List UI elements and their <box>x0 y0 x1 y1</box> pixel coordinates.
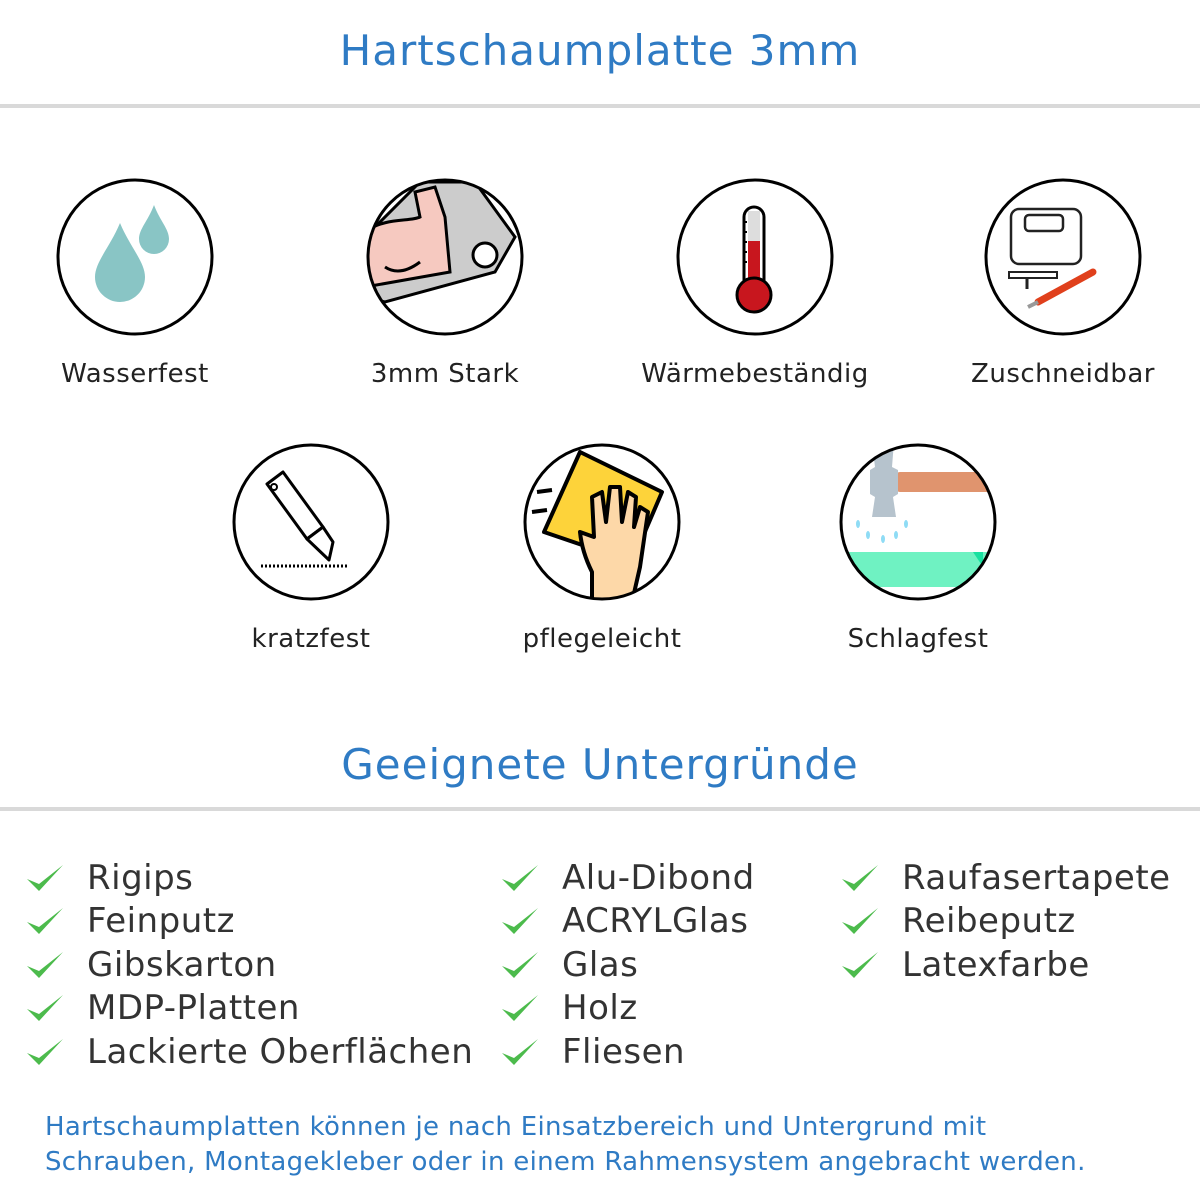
list-item: MDP-Platten <box>25 987 473 1031</box>
section-title: Geeignete Untergründe <box>341 740 859 789</box>
check-icon <box>842 864 878 891</box>
check-icon <box>842 951 878 978</box>
surface-label: Rigips <box>87 857 194 898</box>
check-icon <box>27 995 63 1022</box>
feature-wasserfest: Wasserfest <box>0 177 285 389</box>
cutter-knife-icon <box>232 443 390 601</box>
check-icon <box>502 951 538 978</box>
list-item: Lackierte Oberflächen <box>25 1030 473 1074</box>
feature-label: pflegeleicht <box>522 624 682 654</box>
check-icon <box>502 908 538 935</box>
surfaces-column-3: Raufasertapete Reibeputz Latexfarbe <box>840 856 1171 987</box>
surfaces-column-2: Alu-Dibond ACRYLGlas Glas Holz Fliesen <box>500 856 755 1074</box>
feature-label: kratzfest <box>251 624 371 654</box>
divider <box>0 807 1200 811</box>
jigsaw-knife-icon <box>984 178 1142 336</box>
list-item: Fliesen <box>500 1030 755 1074</box>
feature-label: Zuschneidbar <box>971 359 1155 389</box>
feature-label: Schlagfest <box>847 624 989 654</box>
surface-label: Alu-Dibond <box>562 857 755 898</box>
feature-zuschneidbar: Zuschneidbar <box>913 177 1200 389</box>
footer-note: Hartschaumplatten können je nach Einsatz… <box>45 1110 1195 1180</box>
feature-label: Wärmebeständig <box>641 359 869 389</box>
footer-line: Schrauben, Montagekleber oder in einem R… <box>45 1147 1086 1177</box>
list-item: Alu-Dibond <box>500 856 755 900</box>
check-icon <box>502 864 538 891</box>
list-item: Glas <box>500 943 755 987</box>
feature-kratzfest: kratzfest <box>161 442 461 654</box>
thermometer-icon <box>676 178 834 336</box>
list-item: Rigips <box>25 856 473 900</box>
surfaces-column-1: Rigips Feinputz Gibskarton MDP-Platten Lacki… <box>25 856 473 1074</box>
list-item: Feinputz <box>25 900 473 944</box>
check-icon <box>27 1038 63 1065</box>
surface-label: Lackierte Oberflächen <box>87 1031 474 1072</box>
list-item: ACRYLGlas <box>500 900 755 944</box>
surface-label: ACRYLGlas <box>562 901 749 942</box>
list-item: Holz <box>500 987 755 1031</box>
surface-label: Latexfarbe <box>902 944 1090 985</box>
check-icon <box>27 951 63 978</box>
divider <box>0 104 1200 108</box>
feature-schlagfest: Schlagfest <box>768 442 1068 654</box>
surface-label: Fliesen <box>562 1031 686 1072</box>
surface-label: Raufasertapete <box>902 857 1171 898</box>
list-item: Latexfarbe <box>840 943 1171 987</box>
feature-3mm-stark: 3mm Stark <box>295 177 595 389</box>
check-icon <box>502 1038 538 1065</box>
water-drops-icon <box>56 178 214 336</box>
page-title: Hartschaumplatte 3mm <box>339 26 861 75</box>
surface-label: MDP-Platten <box>87 988 300 1029</box>
list-item: Reibeputz <box>840 900 1171 944</box>
list-item: Gibskarton <box>25 943 473 987</box>
surface-label: Gibskarton <box>87 944 277 985</box>
footer-line: Hartschaumplatten können je nach Einsatz… <box>45 1112 987 1142</box>
hammer-icon <box>839 443 997 601</box>
check-icon <box>842 908 878 935</box>
feature-label: Wasserfest <box>61 359 209 389</box>
check-icon <box>27 908 63 935</box>
surface-label: Feinputz <box>87 901 235 942</box>
list-item: Raufasertapete <box>840 856 1171 900</box>
feature-pflegeleicht: pflegeleicht <box>452 442 752 654</box>
cleaning-hand-icon <box>523 443 681 601</box>
feature-label: 3mm Stark <box>370 359 520 389</box>
check-icon <box>27 864 63 891</box>
surface-label: Holz <box>562 988 638 1029</box>
surface-label: Glas <box>562 944 639 985</box>
feature-waermebestaendig: Wärmebeständig <box>605 177 905 389</box>
strong-arm-icon <box>366 178 524 336</box>
check-icon <box>502 995 538 1022</box>
surface-label: Reibeputz <box>902 901 1076 942</box>
